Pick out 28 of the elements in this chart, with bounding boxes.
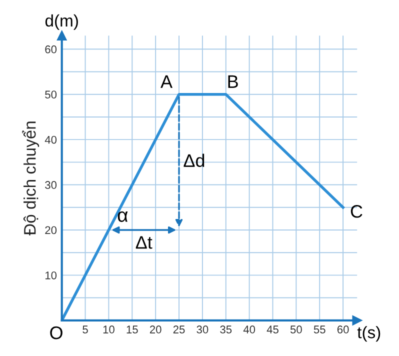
text: d(m) — [45, 14, 78, 30]
annotation: Δd — [184, 154, 204, 168]
x-tick-label: 30 — [196, 326, 208, 334]
x-tick-label: 20 — [150, 326, 162, 334]
y-tick-label: 60 — [45, 45, 57, 54]
x-tick-label: 50 — [290, 326, 302, 334]
x-tick-label: 25 — [173, 326, 185, 334]
x-tick-label: 60 — [337, 326, 349, 334]
annotation: Δt — [136, 236, 152, 249]
x-tick-label: 55 — [314, 326, 326, 334]
x-axis-title: t(s) — [357, 326, 380, 342]
y-tick-label: 20 — [45, 226, 57, 234]
text: O — [50, 326, 62, 340]
y-tick-label: 30 — [45, 181, 57, 189]
x-tick-label: 40 — [243, 326, 256, 334]
x-tick-label: 15 — [126, 326, 138, 334]
y-tick-label: 10 — [45, 271, 57, 280]
annotation: A — [160, 75, 172, 88]
annotation: B — [228, 75, 238, 88]
annotation: α — [118, 211, 128, 222]
x-tick-label: 35 — [220, 326, 232, 334]
x-tick-label: 10 — [103, 326, 114, 334]
x-tick-label: 45 — [266, 326, 278, 334]
y-tick-label: 50 — [45, 90, 57, 99]
y-axis-title: Độ dịch chuyển — [22, 122, 40, 236]
y-tick-label: 40 — [44, 136, 57, 144]
x-tick-label: 5 — [82, 326, 88, 334]
annotation: C — [350, 205, 362, 218]
